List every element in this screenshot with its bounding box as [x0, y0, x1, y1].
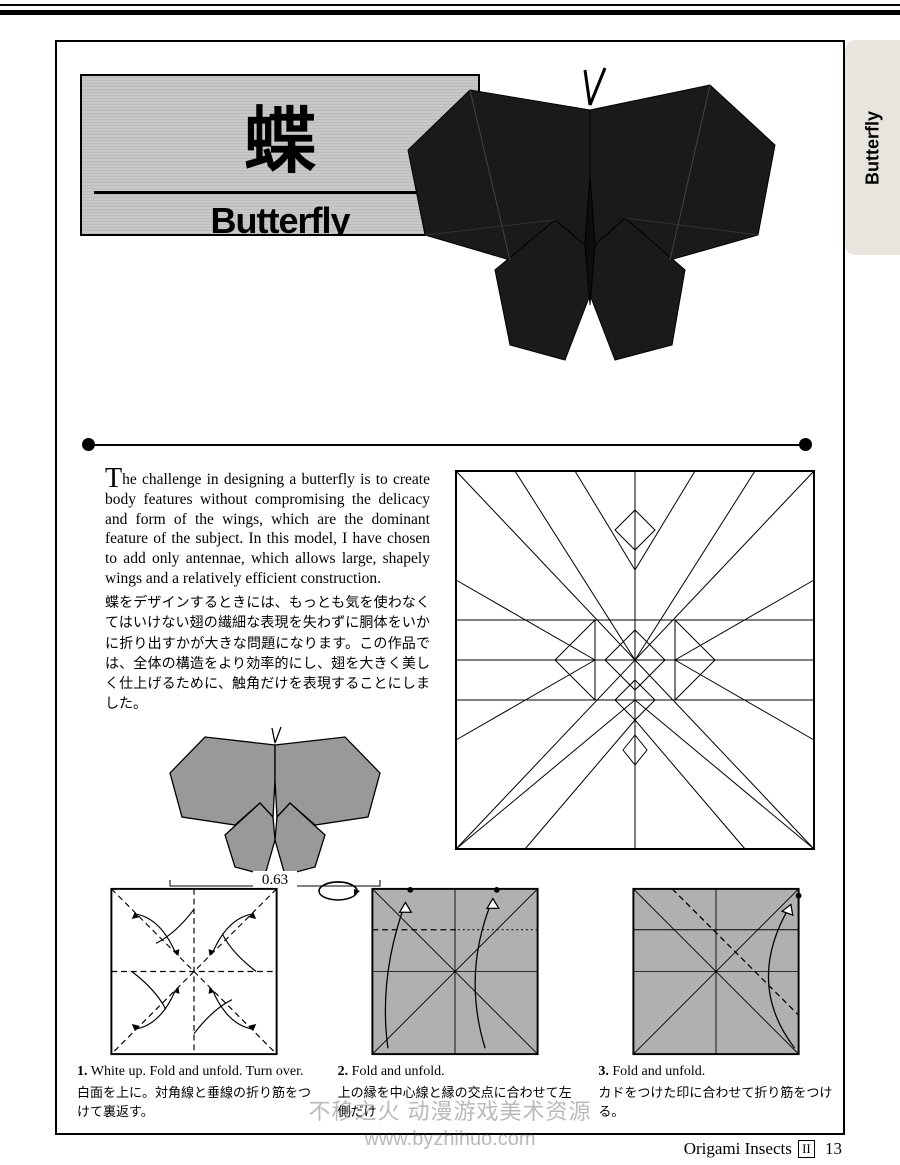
step-1-caption-jp: 白面を上に。対角線と垂線の折り筋をつけて裏返す。: [75, 1082, 314, 1120]
step-1-diagram: [105, 885, 283, 1058]
step-3: 3. Fold and unfold. カドをつけた印に合わせて折り筋をつける。: [596, 885, 835, 1120]
crease-pattern: [455, 470, 815, 850]
intro-japanese: 蝶をデザインするときには、もっとも気を使わなくてはいけない翅の繊細な表現を失わず…: [105, 594, 430, 716]
efficiency-diagram: 0.63 0.63: [150, 725, 400, 895]
footer-page: 13: [825, 1139, 842, 1158]
step-2-caption-jp: 上の縁を中心線と縁の交点に合わせて左側だけ: [336, 1082, 575, 1120]
step-3-caption-jp: カドをつけた印に合わせて折り筋をつける。: [596, 1082, 835, 1120]
top-rule: [0, 0, 900, 16]
step-2-diagram: [366, 885, 544, 1058]
step-1: 1. White up. Fold and unfold. Turn over.…: [75, 885, 314, 1120]
page-footer: Origami Insects II 13: [684, 1139, 842, 1159]
step-2: 2. Fold and unfold. 上の縁を中心線と縁の交点に合わせて左側だ…: [336, 885, 575, 1120]
hero-butterfly-icon: [380, 60, 800, 390]
intro-english: The challenge in designing a butterfly i…: [105, 470, 430, 589]
steps-row: 1. White up. Fold and unfold. Turn over.…: [75, 885, 835, 1120]
dropcap: T: [105, 463, 122, 494]
footer-book: Origami Insects: [684, 1139, 792, 1158]
intro-en-text: he challenge in designing a butterfly is…: [105, 471, 430, 587]
step-2-caption-en: 2. Fold and unfold.: [336, 1064, 575, 1080]
step-3-caption-en: 3. Fold and unfold.: [596, 1064, 835, 1080]
side-tab: Butterfly: [845, 40, 900, 255]
step-3-diagram: [627, 885, 805, 1058]
side-tab-label: Butterfly: [862, 110, 883, 184]
step-1-caption-en: 1. White up. Fold and unfold. Turn over.: [75, 1064, 314, 1080]
section-divider: [82, 438, 812, 452]
footer-volume: II: [798, 1140, 815, 1158]
